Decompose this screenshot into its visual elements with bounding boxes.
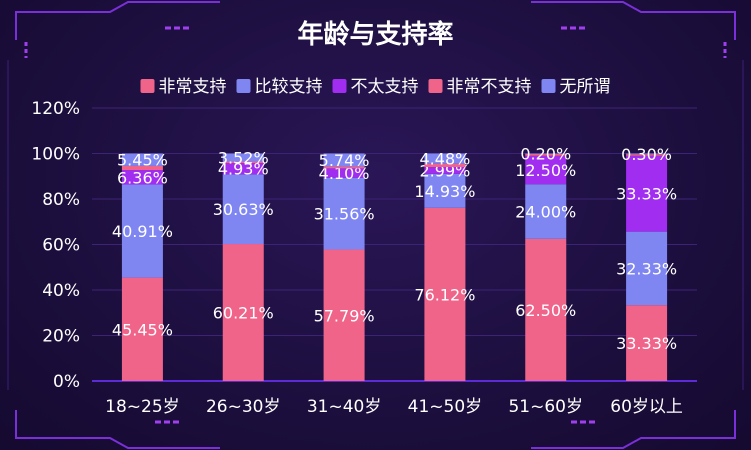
legend-swatch — [428, 79, 443, 93]
legend-swatch — [332, 79, 347, 93]
bar-segment — [525, 153, 567, 156]
data-label: 76.12% — [414, 285, 475, 304]
bar-segment — [626, 231, 668, 306]
legend-swatch — [140, 79, 155, 93]
legend-label: 比较支持 — [255, 77, 323, 97]
bar-segment — [323, 249, 365, 381]
data-label: 60.21% — [213, 304, 274, 323]
bar-segment — [222, 174, 264, 245]
data-label: 14.93% — [414, 182, 475, 201]
legend-label: 不太支持 — [351, 77, 419, 97]
x-tick-label: 60岁以上 — [610, 397, 683, 417]
data-label: 6.36% — [117, 168, 168, 187]
data-label: 33.33% — [616, 334, 677, 353]
data-label: 12.50% — [515, 161, 576, 180]
bar-segment — [323, 177, 365, 250]
legend-swatch — [236, 79, 251, 93]
data-label: 0.20% — [520, 145, 571, 164]
y-tick-label: 20% — [42, 327, 80, 347]
bar-segment — [525, 184, 567, 239]
data-label: 5.45% — [117, 151, 168, 170]
bar-segment — [424, 167, 466, 174]
data-label: 40.91% — [112, 222, 173, 241]
bar-segment — [626, 154, 668, 156]
data-label: 45.45% — [112, 320, 173, 339]
legend-label: 无所谓 — [560, 77, 611, 97]
data-label: 4.10% — [319, 164, 370, 183]
data-label: 62.50% — [515, 301, 576, 320]
legend-label: 非常不支持 — [447, 77, 532, 97]
bars: 45.45%40.91%6.36%5.45%60.21%30.63%4.93%3… — [112, 145, 677, 381]
legend-label: 非常支持 — [159, 77, 227, 97]
x-tick-label: 18~25岁 — [105, 397, 180, 417]
data-label: 33.33% — [616, 185, 677, 204]
bar-segment — [323, 168, 365, 178]
grid-lines — [92, 107, 697, 382]
bar-segment — [121, 184, 163, 278]
bar-segment — [222, 153, 264, 162]
chart-title: 年龄与支持率 — [297, 20, 454, 50]
y-tick-label: 60% — [42, 236, 80, 256]
y-tick-label: 120% — [31, 99, 80, 119]
bar-segment — [525, 155, 567, 185]
bar-segment — [626, 305, 668, 381]
bar-segment — [222, 244, 264, 381]
x-tick-label: 26~30岁 — [206, 397, 281, 417]
data-label: 30.63% — [213, 200, 274, 219]
y-tick-label: 100% — [31, 145, 80, 165]
data-label: 57.79% — [314, 306, 375, 325]
x-tick-label: 41~50岁 — [408, 397, 483, 417]
data-label: 0.30% — [621, 145, 672, 164]
bar-segment — [121, 165, 163, 171]
bar-segment — [323, 153, 365, 167]
legend: 非常支持 比较支持 不太支持 非常不支持 无所谓 — [140, 77, 611, 97]
bar-segment — [424, 173, 466, 208]
bar-segment — [626, 155, 668, 232]
bar-segment — [626, 153, 668, 155]
data-label: 4.48% — [420, 150, 471, 169]
data-label: 31.56% — [314, 205, 375, 224]
y-tick-label: 0% — [53, 372, 80, 392]
x-tick-label: 51~60岁 — [508, 397, 583, 417]
frame-decoration — [7, 1, 744, 449]
data-label: 24.00% — [515, 203, 576, 222]
data-label: 5.74% — [319, 151, 370, 170]
bar-segment — [121, 277, 163, 381]
x-tick-label: 31~40岁 — [307, 397, 382, 417]
y-axis: 0% 20% 40% 60% 80% 100% 120% — [31, 99, 80, 392]
data-label: 3.52% — [218, 149, 269, 168]
bar-segment — [424, 207, 466, 381]
bar-segment — [121, 153, 163, 166]
bar-segment — [222, 163, 264, 175]
data-label: 32.33% — [616, 259, 677, 278]
y-tick-label: 80% — [42, 190, 80, 210]
bar-segment — [121, 170, 163, 185]
bar-segment — [525, 238, 567, 381]
bar-segment — [424, 163, 466, 168]
legend-swatch — [541, 79, 556, 93]
bar-segment — [323, 166, 365, 169]
data-label: 4.93% — [218, 160, 269, 179]
x-axis: 18~25岁 26~30岁 31~40岁 41~50岁 51~60岁 60岁以上 — [105, 397, 683, 417]
bar-segment — [424, 153, 466, 164]
y-tick-label: 40% — [42, 281, 80, 301]
bar-segment — [222, 161, 264, 164]
